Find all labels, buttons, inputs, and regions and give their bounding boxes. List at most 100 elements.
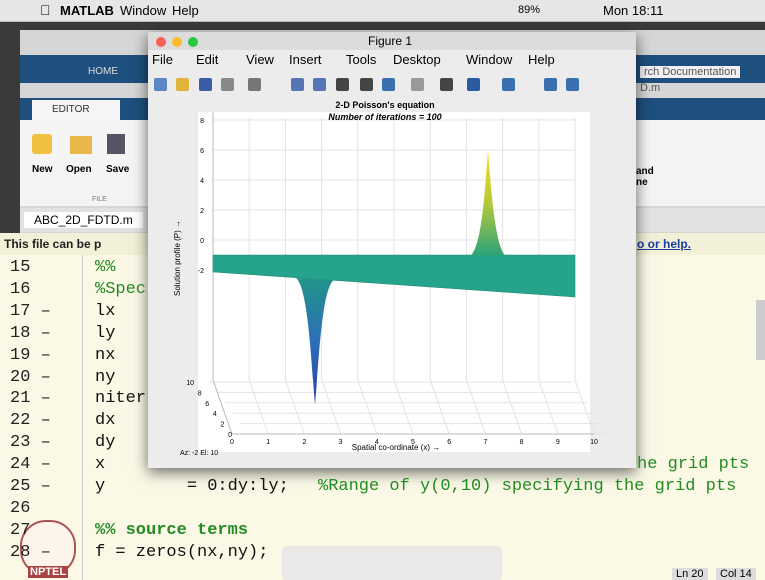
toolbar-icon[interactable] <box>382 78 395 91</box>
menu-item[interactable]: Help <box>172 3 199 18</box>
toolbar-icon[interactable] <box>360 78 373 91</box>
x-tick-label: 3 <box>339 439 343 446</box>
x-tick-label: 5 <box>411 439 415 446</box>
tab[interactable]: HOME <box>88 66 118 77</box>
menu-item[interactable]: View <box>246 52 274 67</box>
toolbar-icon[interactable] <box>566 78 579 91</box>
z-axis-label: Solution profile (P) → <box>173 220 182 296</box>
toolbar-icon[interactable] <box>440 78 453 91</box>
zoom-button[interactable] <box>188 37 198 47</box>
line-number: 22 – <box>10 411 51 430</box>
menu-item[interactable]: Help <box>528 52 555 67</box>
menu-item[interactable]: Edit <box>196 52 218 67</box>
line-number: 16 <box>10 280 30 299</box>
line-number: 25 – <box>10 477 51 496</box>
x-axis-label: Spatial co-ordinate (x) → <box>352 443 440 452</box>
status-line: Ln 20 <box>672 568 708 580</box>
x-tick-label: 9 <box>556 439 560 446</box>
code-text[interactable]: f = zeros(nx,ny); <box>95 543 268 562</box>
toolbar-icon[interactable] <box>291 78 304 91</box>
toolbar-icon[interactable] <box>502 78 515 91</box>
code-text[interactable]: %% source terms <box>95 521 248 540</box>
z-tick-label: 2 <box>200 208 204 215</box>
code-text[interactable]: niter <box>95 389 146 408</box>
code-text[interactable]: lx <box>95 302 115 321</box>
menu-item[interactable]: Insert <box>289 52 322 67</box>
toolbar-icon[interactable] <box>199 78 212 91</box>
line-number: 19 – <box>10 346 51 365</box>
button-label[interactable]: Open <box>66 164 92 175</box>
close-button[interactable] <box>156 37 166 47</box>
y-tick-label: 8 <box>198 390 202 397</box>
line-number: 28 – <box>10 543 51 562</box>
z-tick-label: 0 <box>200 238 204 245</box>
code-text[interactable]: dx <box>95 411 115 430</box>
line-number: 18 – <box>10 324 51 343</box>
z-tick-label: 4 <box>200 178 204 185</box>
minimize-button[interactable] <box>172 37 182 47</box>
tab[interactable]: EDITOR <box>52 104 90 115</box>
menu-item[interactable]: File <box>152 52 173 67</box>
menu-item[interactable]: Tools <box>346 52 376 67</box>
file-tab[interactable]: ABC_2D_FDTD.m <box>24 212 143 228</box>
line-number: 23 – <box>10 433 51 452</box>
y-tick-label: 2 <box>220 422 224 429</box>
info-link[interactable]: o or help. <box>637 237 691 251</box>
apple-menu[interactable]:  <box>40 2 51 18</box>
code-comment[interactable]: he grid pts <box>637 455 749 474</box>
section-label: FILE <box>92 196 107 203</box>
y-tick-label: 10 <box>186 380 194 387</box>
toolbar-icon[interactable] <box>313 78 326 91</box>
path: D.m <box>640 82 660 94</box>
menu-item[interactable]: Window <box>120 3 166 18</box>
button-label[interactable]: ne <box>636 177 648 188</box>
toolbar-icon[interactable] <box>544 78 557 91</box>
line-number: 15 <box>10 258 30 277</box>
dock <box>282 546 502 580</box>
plot-title: 2-D Poisson's equation <box>335 100 434 110</box>
x-tick-label: 4 <box>375 439 379 446</box>
search-box[interactable]: rch Documentation <box>640 66 740 78</box>
icon[interactable] <box>32 134 52 154</box>
x-tick-label: 0 <box>230 439 234 446</box>
code-text[interactable]: ly <box>95 324 115 343</box>
toolbar-icon[interactable] <box>154 78 167 91</box>
figure-title: Figure 1 <box>368 34 412 48</box>
code-text[interactable]: %Spec <box>95 280 146 299</box>
y-tick-label: 6 <box>205 401 209 408</box>
code-text[interactable]: dy <box>95 433 115 452</box>
toolbar-icon[interactable] <box>411 78 424 91</box>
code-comment[interactable]: %Range of y(0,10) specifying the grid pt… <box>318 477 736 496</box>
z-tick-label: -2 <box>198 268 204 275</box>
screen:  MATLAB Window Help 89% Mon 18:11 HOME … <box>0 0 765 580</box>
menu-item[interactable]: Window <box>466 52 512 67</box>
line-number: 17 – <box>10 302 51 321</box>
toolbar-icon[interactable] <box>336 78 349 91</box>
button-label[interactable]: Save <box>106 164 129 175</box>
x-tick-label: 2 <box>302 439 306 446</box>
clock: Mon 18:11 <box>603 3 663 18</box>
app-name[interactable]: MATLAB <box>60 3 114 18</box>
code-text[interactable]: x <box>95 455 105 474</box>
icon[interactable] <box>107 134 125 154</box>
line-number: 27 <box>10 521 30 540</box>
scrollbar[interactable] <box>756 300 765 360</box>
button-label[interactable]: New <box>32 164 53 175</box>
y-tick-label: 4 <box>213 411 217 418</box>
x-tick-label: 10 <box>590 439 598 446</box>
toolbar-icon[interactable] <box>467 78 480 91</box>
toolbar-icon[interactable] <box>221 78 234 91</box>
toolbar-icon[interactable] <box>248 78 261 91</box>
menu-item[interactable]: Desktop <box>393 52 441 67</box>
code-text[interactable]: %% <box>95 258 115 277</box>
info-text: This file can be p <box>4 237 101 251</box>
x-tick-label: 6 <box>447 439 451 446</box>
toolbar-icon[interactable] <box>176 78 189 91</box>
icon[interactable] <box>70 136 92 154</box>
button-label[interactable]: and <box>636 166 654 177</box>
y-tick-label: 0 <box>228 432 232 439</box>
code-text[interactable]: y = 0:dy:ly; <box>95 477 289 496</box>
code-text[interactable]: ny <box>95 368 115 387</box>
code-text[interactable]: nx <box>95 346 115 365</box>
line-number: 24 – <box>10 455 51 474</box>
